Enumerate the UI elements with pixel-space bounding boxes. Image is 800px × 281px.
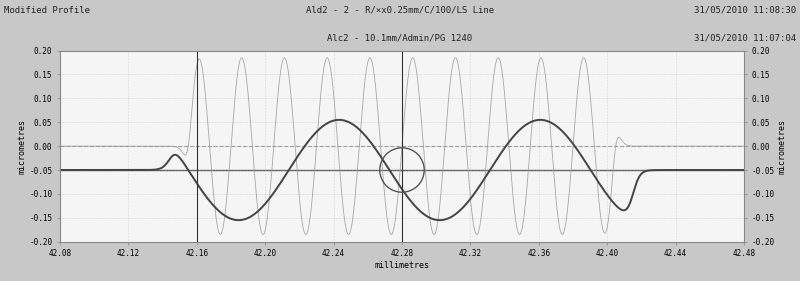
Text: Ald2 - 2 - R/×x0.25mm/C/100/LS Line: Ald2 - 2 - R/×x0.25mm/C/100/LS Line [306,6,494,15]
Text: Alc2 - 10.1mm/Admin/PG 1240: Alc2 - 10.1mm/Admin/PG 1240 [327,34,473,43]
Y-axis label: micrometres: micrometres [778,119,786,174]
Y-axis label: micrometres: micrometres [18,119,26,174]
Text: 31/05/2010 11:08:30: 31/05/2010 11:08:30 [694,6,796,15]
Text: 31/05/2010 11:07:04: 31/05/2010 11:07:04 [694,34,796,43]
X-axis label: millimetres: millimetres [374,261,430,270]
Text: Modified Profile: Modified Profile [4,6,90,15]
